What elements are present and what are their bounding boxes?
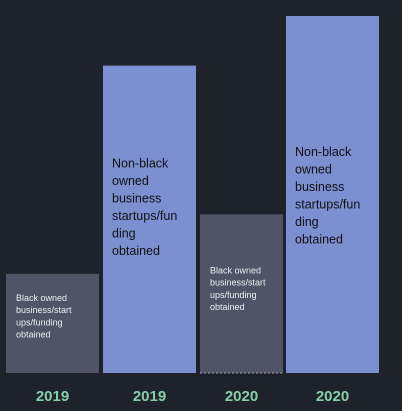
bar-3-label: Black owned business/start ups/funding obta… [210,265,266,312]
category-label-3: 2020 [225,388,258,405]
category-label-1: 2019 [36,388,69,405]
category-label-2: 2019 [133,388,166,405]
bar-2-label: Non-black owned business startups/fun ding ob… [112,157,177,258]
bar-1-label: Black owned business/start ups/funding obta… [16,293,72,340]
bar-1 [6,273,99,373]
category-label-4: 2020 [316,388,349,405]
bar-3 [200,214,283,373]
bar-4 [286,16,379,373]
bar-2 [103,65,196,373]
bar-4-label: Non-black owned business startups/fun ding ob… [295,145,360,247]
